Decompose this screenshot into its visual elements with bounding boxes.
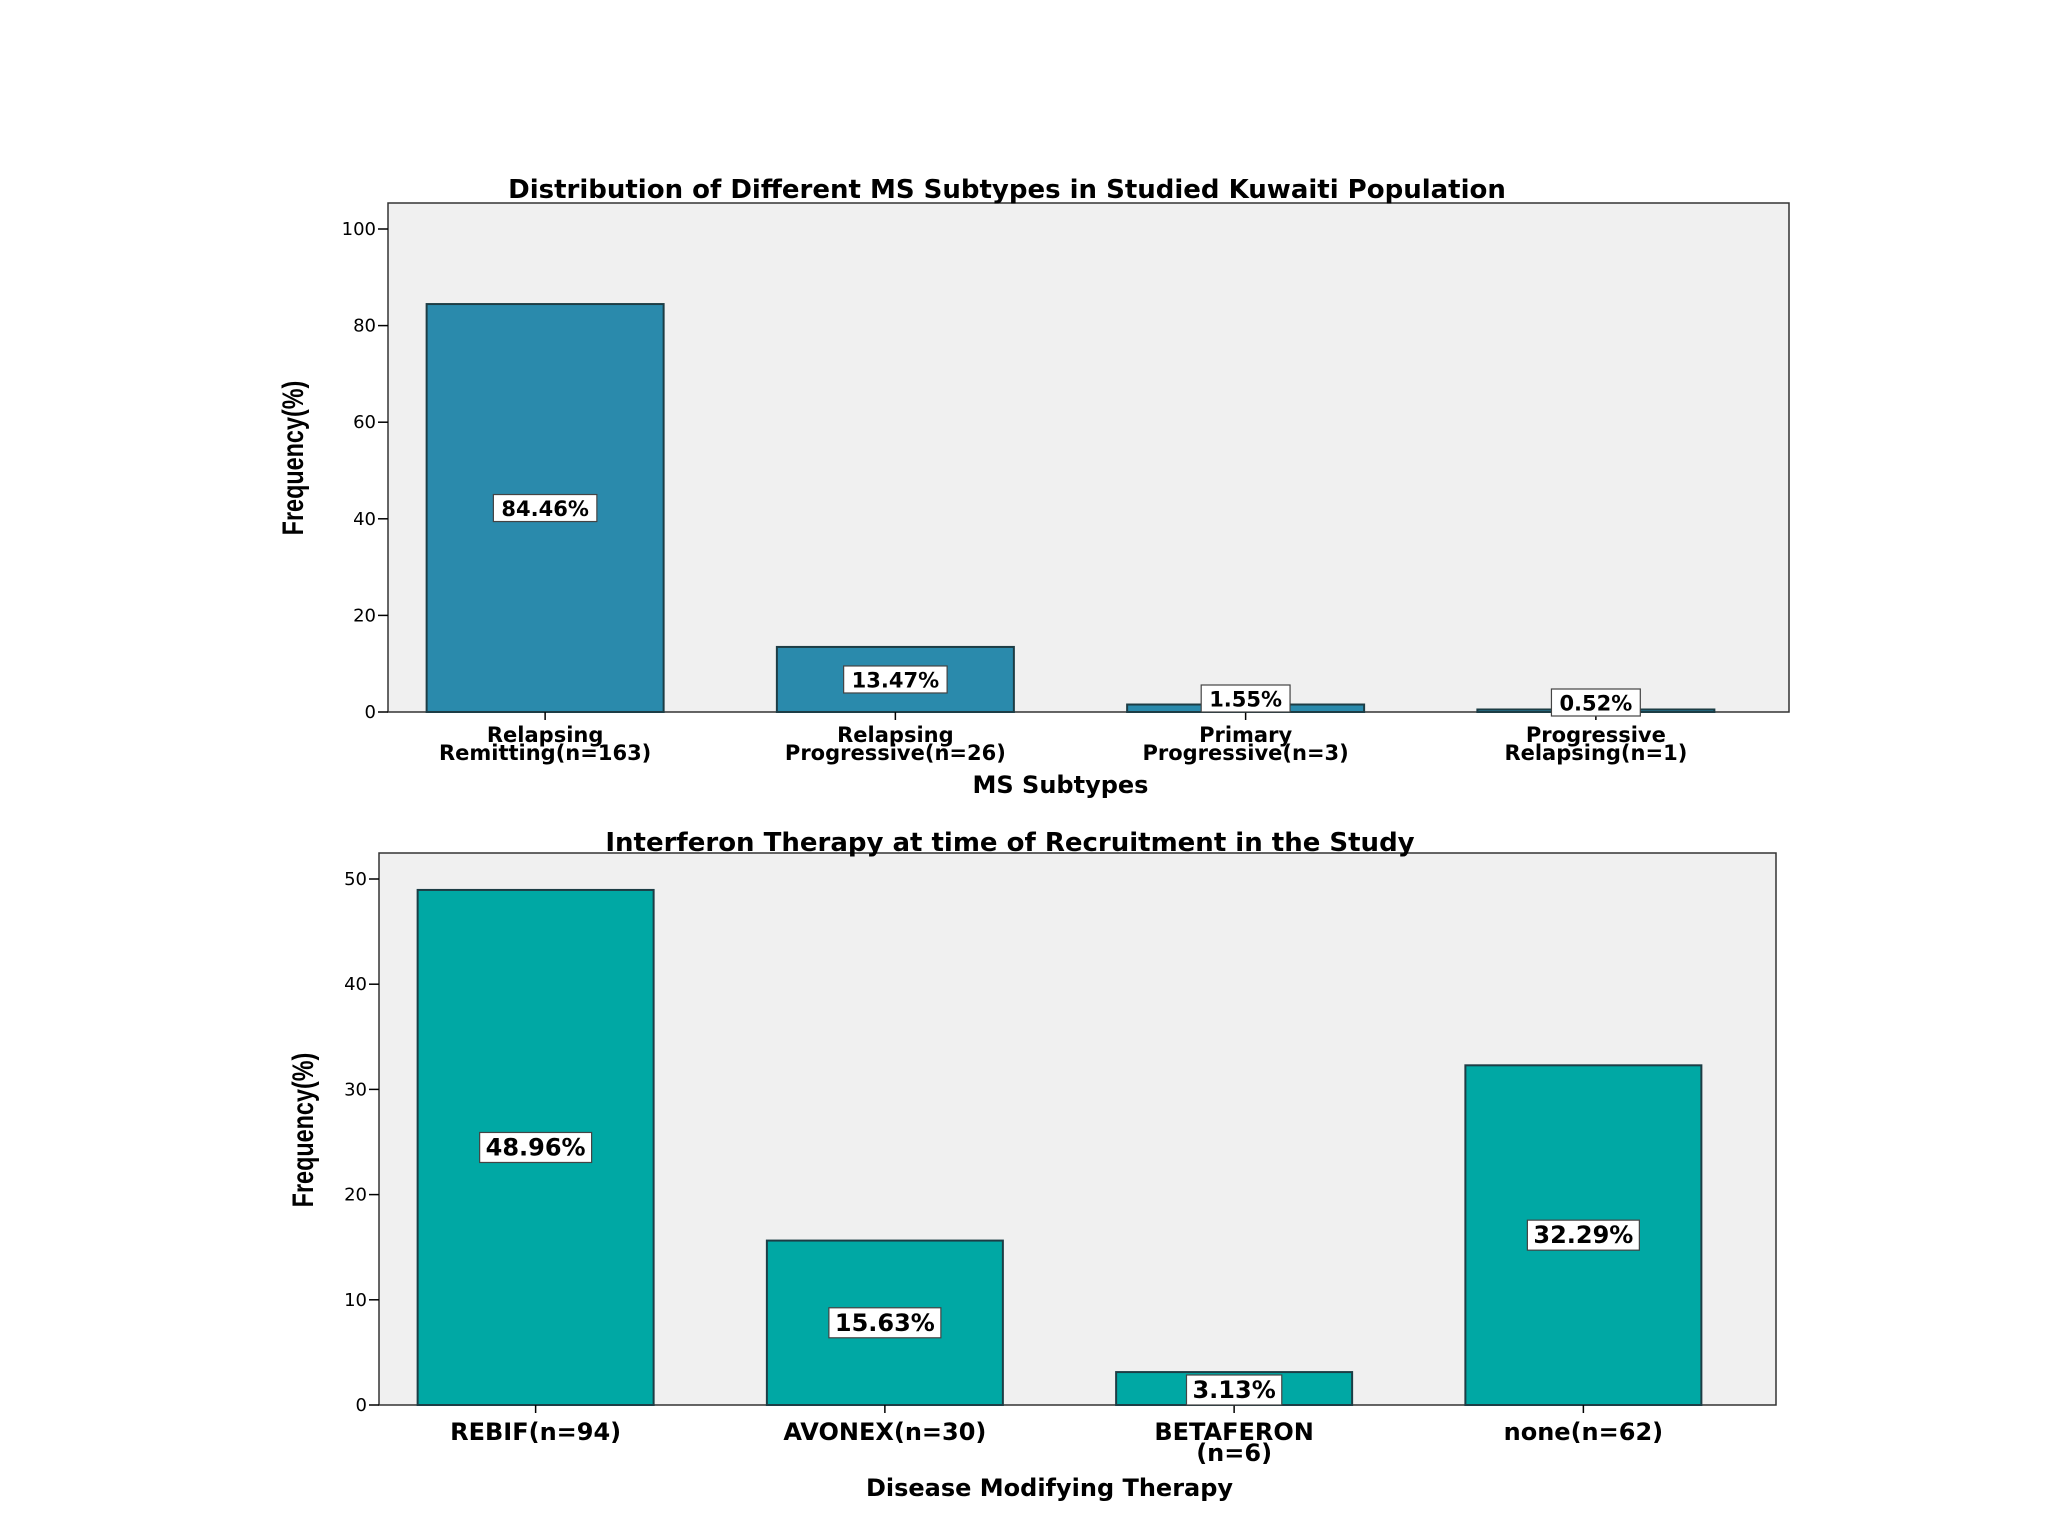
data-label-box [828, 1307, 942, 1339]
y-tick-label: 10 [344, 1290, 367, 1311]
x-tick-label: Relapsing(n=1) [1504, 741, 1687, 765]
x-axis-title: Disease Modifying Therapy [866, 1474, 1233, 1502]
data-label-text: 1.55% [1209, 688, 1282, 712]
data-label: 1.55% [1200, 684, 1291, 713]
data-label: 3.13% [1185, 1374, 1283, 1406]
y-tick-label: 20 [353, 605, 376, 626]
y-tick-label: 0 [365, 702, 376, 723]
x-tick-label: Relapsing [837, 723, 954, 747]
data-label-box [1526, 1219, 1640, 1251]
x-tick-label: REBIF(n=94) [450, 1418, 621, 1446]
data-label-box [1200, 684, 1291, 713]
data-label: 84.46% [492, 493, 598, 523]
y-tick-label: 80 [353, 316, 376, 337]
data-label-text: 13.47% [852, 668, 939, 692]
y-tick-label: 30 [344, 1079, 367, 1100]
x-tick-label: Progressive [1526, 723, 1666, 747]
x-tick-label: BETAFERON [1154, 1418, 1314, 1446]
data-label-box [479, 1131, 593, 1164]
x-tick-label: Remitting(n=163) [439, 741, 651, 765]
data-label-text: 3.13% [1192, 1376, 1275, 1404]
data-label-text: 48.96% [486, 1133, 586, 1161]
y-tick-label: 50 [344, 869, 367, 890]
x-tick-label: Relapsing [487, 723, 604, 747]
y-tick-label: 0 [356, 1395, 367, 1416]
x-tick-label: Primary [1199, 723, 1292, 747]
data-label-text: 32.29% [1533, 1221, 1633, 1249]
x-tick-label: Progressive(n=26) [785, 741, 1006, 765]
data-label: 0.52% [1550, 688, 1641, 717]
data-label-box [843, 665, 948, 694]
data-label-text: 15.63% [835, 1309, 935, 1337]
y-tick-label: 100 [342, 219, 376, 240]
x-tick-label: Progressive(n=3) [1142, 741, 1348, 765]
data-label: 48.96% [479, 1131, 593, 1164]
chart-title: Distribution of Different MS Subtypes in… [508, 175, 1506, 205]
data-label: 15.63% [828, 1307, 942, 1339]
data-label-box [1185, 1374, 1283, 1406]
data-label-text: 0.52% [1559, 692, 1632, 716]
data-label-box [1550, 688, 1641, 717]
data-label: 13.47% [843, 665, 948, 694]
y-tick-label: 40 [344, 974, 367, 995]
x-tick-label: (n=6) [1196, 1439, 1272, 1467]
y-tick-label: 20 [344, 1185, 367, 1206]
y-tick-label: 40 [353, 509, 376, 530]
ms-subtypes-chart: Distribution of Different MS Subtypes in… [276, 175, 1790, 799]
y-axis-label: Frequency(%) [286, 1053, 319, 1208]
y-tick-label: 60 [353, 412, 376, 433]
x-tick-label: none(n=62) [1504, 1418, 1663, 1446]
x-tick-label: AVONEX(n=30) [783, 1418, 986, 1446]
y-axis-label: Frequency(%) [276, 381, 309, 536]
data-label-box [492, 493, 598, 523]
chart-title: Interferon Therapy at time of Recruitmen… [605, 828, 1414, 858]
data-label: 32.29% [1526, 1219, 1640, 1251]
data-label-text: 84.46% [501, 497, 588, 521]
interferon-therapy-chart: Interferon Therapy at time of Recruitmen… [286, 828, 1777, 1502]
x-axis-title: MS Subtypes [973, 771, 1149, 799]
